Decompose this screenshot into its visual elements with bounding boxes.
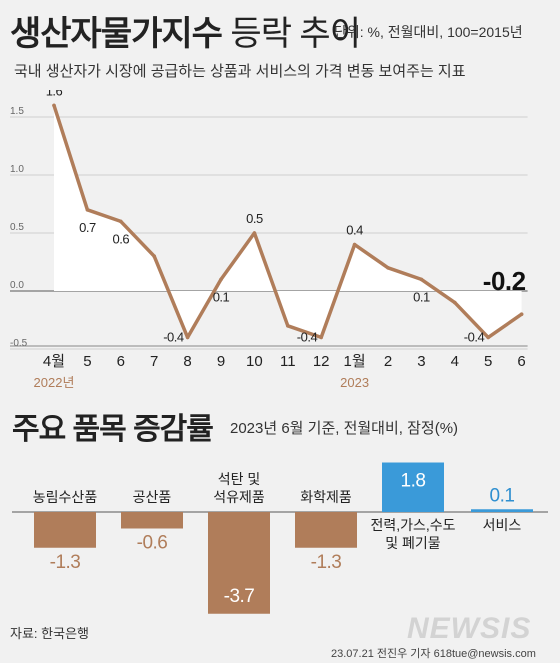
- bar-category-label-line: 석유제품: [213, 489, 265, 505]
- section-title: 주요 품목 증감률: [12, 413, 214, 446]
- x-tick-label: 6: [517, 353, 525, 370]
- x-tick-label: 10: [246, 353, 263, 370]
- bar-category-label: 공산품: [133, 489, 172, 505]
- data-point: [52, 103, 56, 108]
- x-tick-label: 11: [280, 353, 296, 370]
- value-label: -0.4: [163, 329, 184, 344]
- value-label: 1.6: [46, 90, 63, 98]
- bar-category-label: 농림수산품: [33, 489, 98, 505]
- section-subtitle: 2023년 6월 기준, 전월대비, 잠정(%): [230, 420, 459, 437]
- data-point: [352, 242, 357, 247]
- value-label: 0.6: [113, 231, 130, 246]
- x-tick-label: 7: [150, 353, 158, 370]
- bar-category-label-line: 농림수산품: [33, 489, 98, 505]
- bar-category-label-line: 서비스: [483, 517, 522, 533]
- value-label: -0.2: [483, 266, 526, 296]
- newsis-logo: NEWSIS: [407, 612, 532, 645]
- bar: [121, 512, 183, 529]
- bar-value-label: 1.8: [401, 471, 426, 492]
- year-label: 2023: [340, 375, 369, 390]
- bar-value-label: -1.3: [311, 552, 342, 573]
- line-chart: 1.5 1.0 0.5 0.0 -0.5 1.6 0.7 0.6 -0.4 0.1 0.5 -0.4 0…: [10, 90, 528, 390]
- data-point: [219, 277, 223, 282]
- bar: [471, 509, 533, 512]
- data-point: [85, 208, 90, 212]
- value-label: 0.1: [213, 289, 230, 304]
- data-point: [319, 335, 324, 340]
- data-point: [386, 266, 390, 270]
- x-tick-label: 9: [217, 353, 225, 370]
- value-label: 0.1: [413, 289, 430, 304]
- x-tick-label: 5: [484, 353, 492, 370]
- area-fill: [54, 105, 522, 338]
- x-tick-label: 12: [313, 353, 330, 370]
- data-point: [119, 219, 123, 224]
- bar-category-label-line: 석탄 및: [218, 471, 261, 487]
- data-point: [185, 335, 190, 340]
- data-point: [486, 335, 491, 340]
- bar: [208, 512, 270, 614]
- bar-value-label: -0.6: [137, 533, 168, 554]
- data-point: [419, 277, 424, 282]
- unit-note: 단위: %, 전월대비, 100=2015년: [334, 24, 523, 40]
- data-point: [152, 254, 156, 258]
- x-tick-label: 4월: [43, 353, 65, 370]
- value-label: 0.7: [79, 220, 96, 235]
- chart-title: 생산자물가지수 등락 추이: [10, 6, 361, 55]
- bar: [34, 512, 96, 548]
- bar: [382, 462, 444, 512]
- bar-category-label-line: 공산품: [133, 489, 172, 505]
- year-label: 2022년: [34, 375, 75, 390]
- bar: [295, 512, 357, 548]
- value-label: -0.4: [464, 329, 485, 344]
- bar-category-label-line: 및 폐기물: [385, 535, 441, 551]
- x-tick-label: 6: [117, 353, 125, 370]
- y-tick-label: 1.0: [10, 164, 24, 175]
- bar-category-label-line: 전력,가스,수도: [370, 517, 455, 533]
- bar-value-label: -3.7: [224, 586, 255, 607]
- y-tick-label: -0.5: [10, 338, 28, 349]
- chart-subtitle: 국내 생산자가 시장에 공급하는 상품과 서비스의 가격 변동 보여주는 지표: [14, 63, 466, 80]
- data-point: [252, 231, 257, 235]
- data-point: [286, 324, 290, 328]
- bar-category-label: 서비스: [483, 517, 522, 533]
- data-point: [519, 312, 524, 316]
- value-label: 0.4: [346, 223, 363, 238]
- data-point: [453, 300, 457, 305]
- x-tick-label: 1월: [344, 353, 366, 370]
- byline: 23.07.21 전진우 기자 618tue@newsis.com: [331, 648, 536, 660]
- y-tick-label: 1.5: [10, 106, 24, 117]
- x-tick-label: 3: [417, 353, 425, 370]
- x-tick-label: 5: [83, 353, 91, 370]
- bar-value-label: -1.3: [50, 552, 81, 573]
- x-tick-label: 2: [384, 353, 392, 370]
- value-label: 0.5: [246, 211, 263, 226]
- x-tick-label: 4: [451, 353, 459, 370]
- bar-category-label-line: 화학제품: [300, 489, 352, 505]
- title-main: 생산자물가지수: [10, 15, 223, 53]
- y-tick-label: 0.5: [10, 222, 24, 233]
- y-tick-label: 0.0: [10, 280, 24, 291]
- bar-value-label: 0.1: [490, 485, 515, 506]
- x-tick-label: 8: [183, 353, 191, 370]
- title-rest: 등락 추이: [230, 15, 361, 53]
- source-note: 자료: 한국은행: [10, 626, 89, 641]
- bar-category-label: 화학제품: [300, 489, 352, 505]
- value-label: -0.4: [297, 329, 318, 344]
